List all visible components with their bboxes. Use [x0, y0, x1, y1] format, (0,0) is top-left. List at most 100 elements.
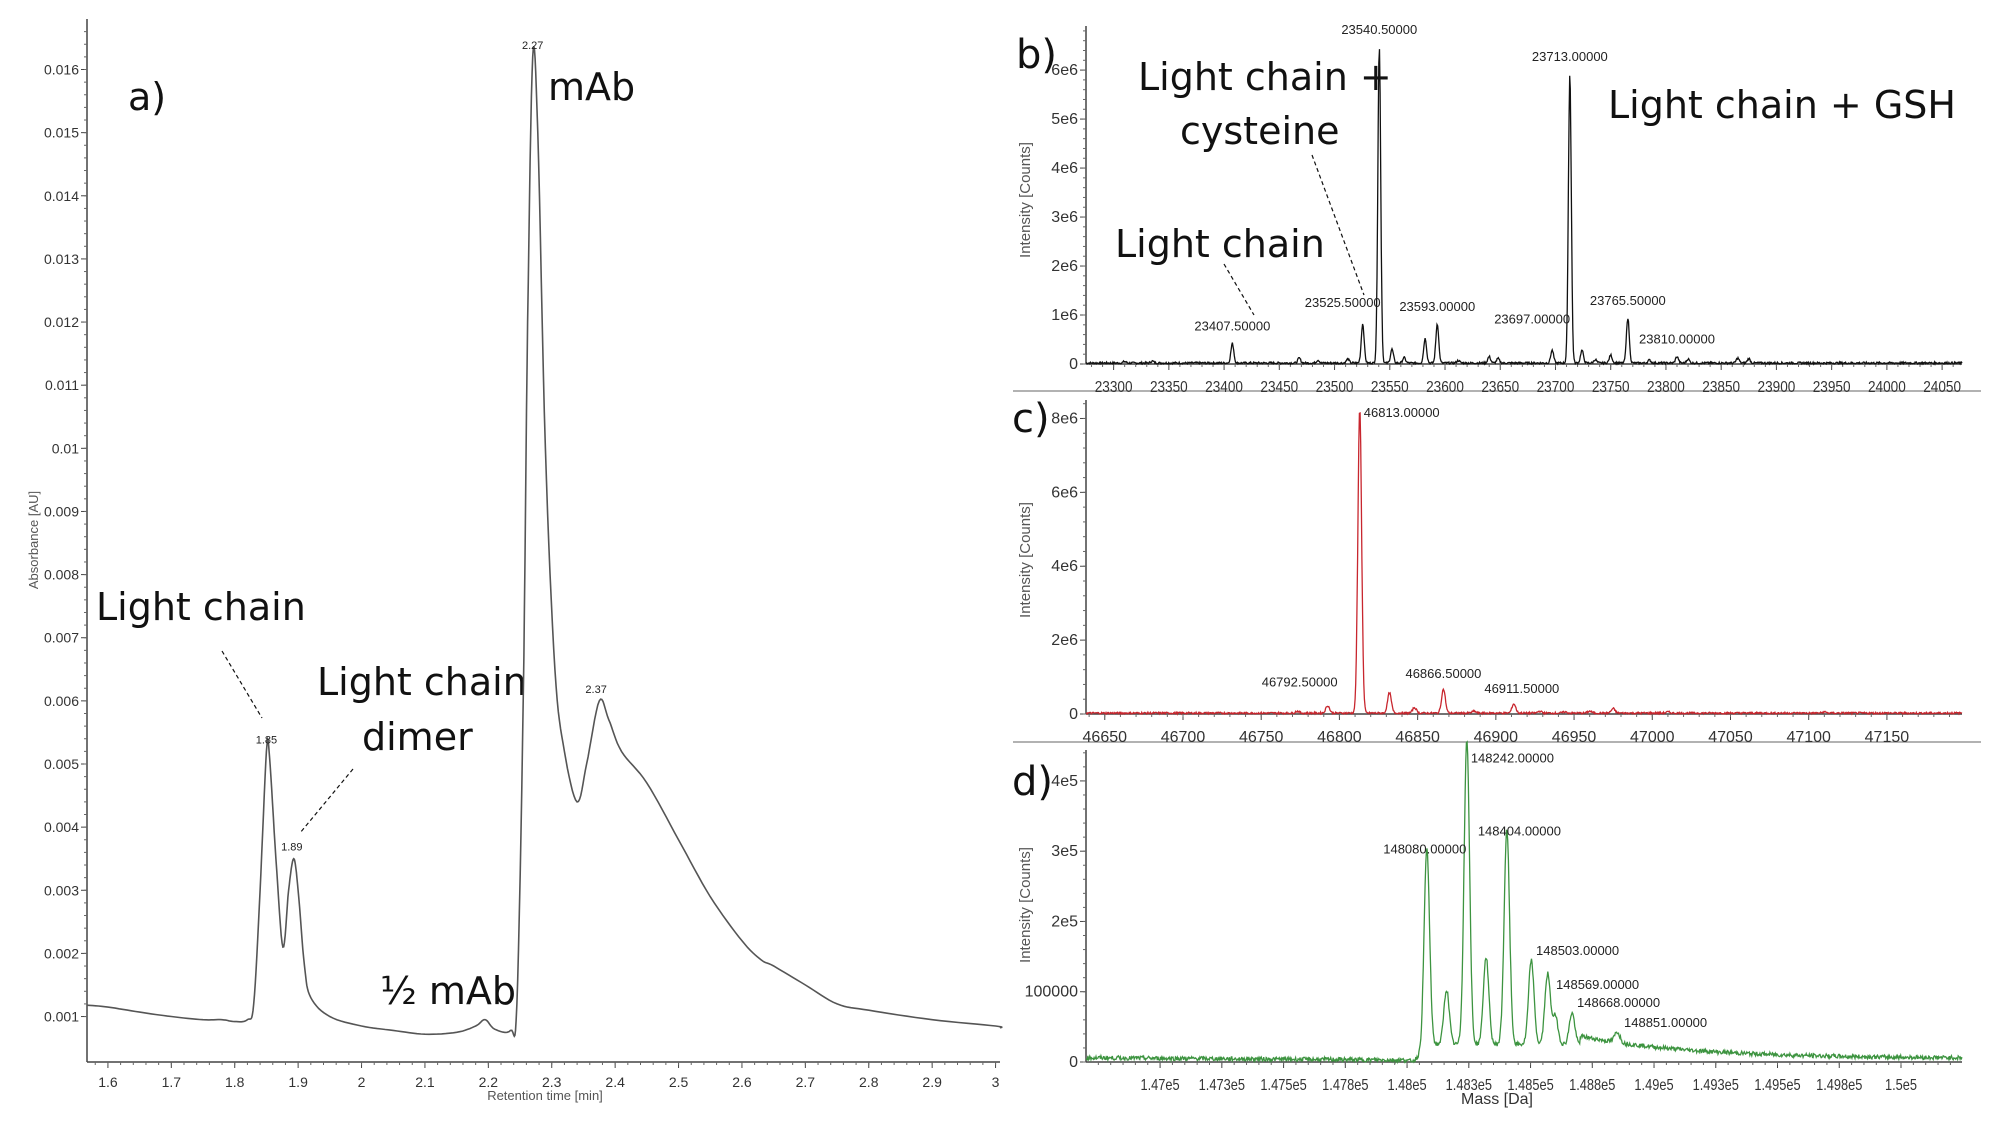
y-tick-label: 4e6 — [1051, 558, 1078, 575]
y-tick-label: 100000 — [1025, 984, 1078, 1001]
leader-line-dimer — [299, 768, 354, 834]
y-tick-label: 0.01 — [52, 440, 79, 456]
x-tick-label: 1.473e5 — [1199, 1077, 1245, 1094]
x-tick-label: 1.495e5 — [1754, 1077, 1800, 1094]
chart-panel-b: 23300 23350 23400 23450 23500 23550 23600 23650… — [1051, 22, 1963, 396]
peak-label: 46911.50000 — [1484, 681, 1559, 696]
x-tick-label: 2 — [358, 1074, 366, 1090]
x-tick-label: 1.498e5 — [1816, 1077, 1862, 1094]
peak-label: 2.37 — [585, 684, 606, 696]
y-axis-label-a: Absorbance [AU] — [26, 491, 41, 589]
peak-label: 148668.00000 — [1577, 995, 1660, 1010]
x-tick-label: 1.9 — [288, 1074, 308, 1090]
x-tick-label: 23400 — [1205, 379, 1243, 396]
y-tick-label: 0.015 — [44, 125, 79, 141]
panel-d-label: d) — [1012, 759, 1053, 805]
peak-label: 1.89 — [281, 842, 302, 854]
peak-label: 23540.50000 — [1341, 22, 1417, 37]
peak-label: 23593.00000 — [1399, 299, 1475, 314]
x-tick-label: 47000 — [1630, 729, 1675, 746]
peak-label: 46866.50000 — [1405, 666, 1481, 681]
x-tick-label: 46900 — [1474, 729, 1519, 746]
x-tick-label: 23350 — [1150, 379, 1188, 396]
y-axis-label-b: Intensity [Counts] — [1017, 142, 1034, 258]
x-tick-label: 1.485e5 — [1507, 1077, 1553, 1094]
x-tick-label: 23950 — [1813, 379, 1851, 396]
y-tick-label: 0.009 — [44, 503, 79, 519]
x-tick-label: 23800 — [1647, 379, 1685, 396]
x-tick-label: 2.4 — [605, 1074, 625, 1090]
x-tick-label: 46700 — [1161, 729, 1206, 746]
x-tick-label: 23450 — [1260, 379, 1298, 396]
y-tick-label: 0.008 — [44, 567, 79, 583]
y-tick-label: 0.013 — [44, 251, 79, 267]
y-tick-label: 4e5 — [1051, 773, 1078, 790]
x-tick-label: 23300 — [1095, 379, 1133, 396]
x-tick-label: 1.493e5 — [1693, 1077, 1739, 1094]
peak-label: 1.85 — [256, 734, 277, 746]
chart-panel-d: 1.47e5 1.473e5 1.475e5 1.478e5 1.48e5 1.483e5… — [1025, 740, 1963, 1094]
chart-panel-c: 46650 46700 46750 46800 46850 46900 46950 47000… — [1051, 400, 1963, 746]
x-tick-label: 23650 — [1481, 379, 1519, 396]
annotation-half-mab: ½ mAb — [380, 969, 516, 1013]
x-tick-label: 2.1 — [415, 1074, 435, 1090]
peak-label: 148404.00000 — [1478, 824, 1561, 839]
annotation-light-chain-gsh: Light chain + GSH — [1608, 83, 1956, 127]
y-tick-label: 0 — [1069, 356, 1078, 373]
y-tick-label: 2e6 — [1051, 258, 1078, 275]
y-tick-label: 6e6 — [1051, 62, 1078, 79]
spectrum-trace — [1085, 740, 1963, 1065]
x-tick-label: 2.6 — [732, 1074, 752, 1090]
y-tick-label: 0.016 — [44, 62, 79, 78]
y-tick-label: 0.014 — [44, 188, 79, 204]
x-tick-label: 23700 — [1537, 379, 1575, 396]
peak-label: 148503.00000 — [1536, 943, 1619, 958]
x-tick-label: 47100 — [1786, 729, 1831, 746]
x-tick-label: 1.475e5 — [1260, 1077, 1306, 1094]
x-tick-label: 46800 — [1317, 729, 1362, 746]
y-tick-label: 0.007 — [44, 630, 79, 646]
x-tick-label: 1.48e5 — [1387, 1077, 1426, 1094]
x-tick-label: 23750 — [1592, 379, 1630, 396]
x-tick-label: 46850 — [1395, 729, 1440, 746]
x-tick-label: 23550 — [1371, 379, 1409, 396]
x-tick-label: 46750 — [1239, 729, 1284, 746]
x-tick-label: 2.9 — [922, 1074, 942, 1090]
peak-label: 148569.00000 — [1556, 977, 1639, 992]
y-axis-label-c: Intensity [Counts] — [1017, 502, 1034, 618]
leader-line-cysteine — [1311, 154, 1365, 296]
plots: 1.6 1.7 1.8 1.9 2 2.1 2.2 2.3 2.4 2.5 2.6 2.7 2.8 2.9… — [44, 19, 1963, 1094]
panel-b-label: b) — [1016, 32, 1057, 78]
x-tick-label: 1.5e5 — [1885, 1077, 1917, 1094]
y-tick-label: 0.002 — [44, 945, 79, 961]
peak-label: 23525.50000 — [1305, 295, 1381, 310]
x-tick-label: 2.3 — [542, 1074, 562, 1090]
x-tick-label: 1.8 — [225, 1074, 245, 1090]
x-tick-label: 46650 — [1083, 729, 1128, 746]
x-tick-label: 2.2 — [479, 1074, 499, 1090]
peak-label: 2.27 — [522, 40, 543, 52]
annotation-mab: mAb — [548, 65, 635, 109]
spectrum-trace — [1085, 49, 1963, 366]
y-tick-label: 1e6 — [1051, 307, 1078, 324]
panel-a-label: a) — [128, 75, 166, 119]
peak-label: 23407.50000 — [1194, 318, 1270, 333]
x-tick-label: 24050 — [1923, 379, 1961, 396]
x-tick-label: 2.8 — [859, 1074, 879, 1090]
y-tick-label: 3e6 — [1051, 209, 1078, 226]
y-tick-label: 0.011 — [45, 377, 79, 393]
y-tick-label: 2e6 — [1051, 632, 1078, 649]
annotation-light-chain: Light chain — [96, 585, 306, 629]
x-tick-label: 2.5 — [669, 1074, 689, 1090]
x-tick-label: 2.7 — [796, 1074, 816, 1090]
y-tick-label: 0.001 — [44, 1009, 79, 1025]
peak-label: 23810.00000 — [1639, 332, 1715, 347]
x-axis-label-a: Retention time [min] — [487, 1088, 603, 1103]
annotation-light-chain-dimer-line2: dimer — [362, 715, 473, 759]
y-tick-label: 6e6 — [1051, 484, 1078, 501]
x-tick-label: 1.7 — [162, 1074, 182, 1090]
y-tick-label: 8e6 — [1051, 410, 1078, 427]
annotation-light-chain-cysteine-line1: Light chain + — [1138, 55, 1392, 99]
panel-c-label: c) — [1012, 396, 1050, 442]
